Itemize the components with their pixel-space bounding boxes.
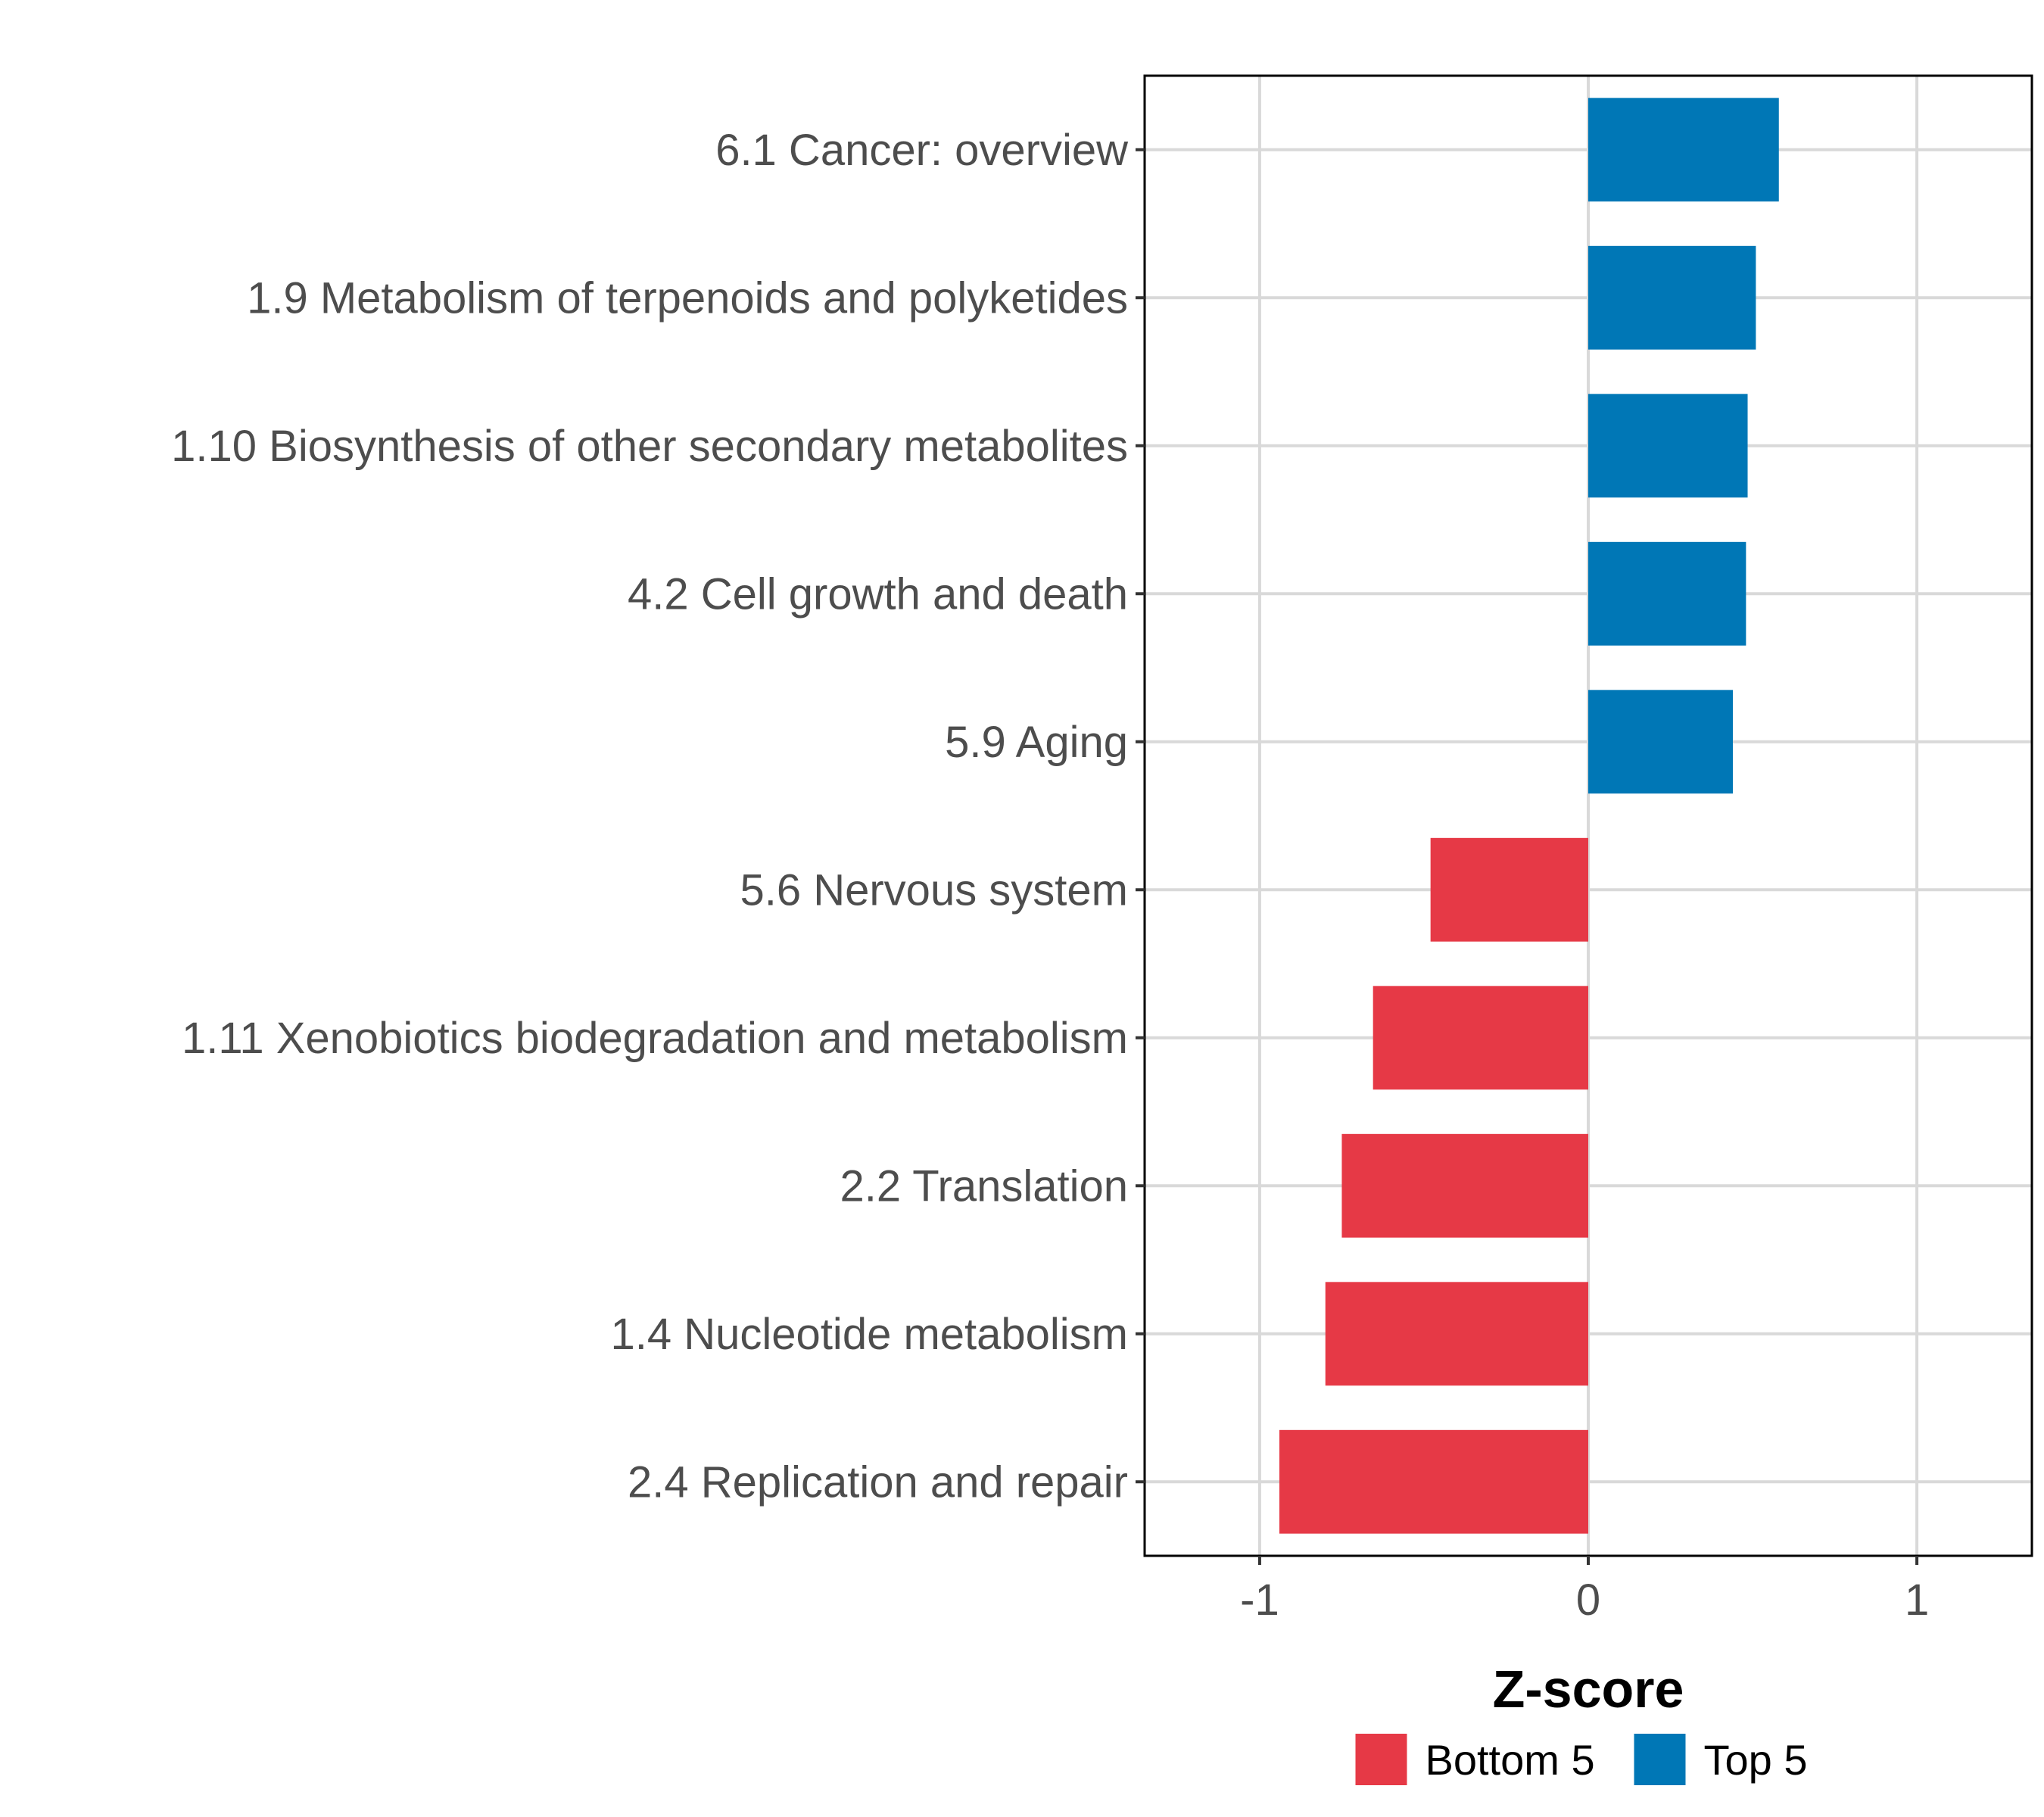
bar (1325, 1282, 1588, 1386)
category-label: 6.1 Cancer: overview (715, 126, 1129, 175)
category-label: 1.11 Xenobiotics biodegradation and meta… (182, 1014, 1128, 1063)
category-label: 5.9 Aging (945, 718, 1128, 767)
axis-layer: 6.1 Cancer: overview 1.9 Metabolism of te… (171, 126, 1929, 1625)
legend-key (1634, 1734, 1686, 1785)
legend-label: Top 5 (1704, 1736, 1808, 1784)
legend-key (1355, 1734, 1407, 1785)
bar (1588, 541, 1746, 646)
x-tick-label: -1 (1240, 1575, 1279, 1625)
x-axis-title: Z-score (1493, 1660, 1684, 1719)
legend-label: Bottom 5 (1426, 1736, 1595, 1784)
bar (1373, 986, 1588, 1090)
bar (1588, 98, 1779, 202)
x-tick-label: 0 (1576, 1575, 1600, 1625)
bar (1279, 1429, 1588, 1534)
category-label: 5.6 Nervous system (740, 865, 1128, 915)
bar (1588, 394, 1748, 498)
x-tick-label: 1 (1905, 1575, 1929, 1625)
category-label: 1.9 Metabolism of terpenoids and polyket… (247, 273, 1128, 323)
category-label: 1.10 Biosynthesis of other secondary met… (171, 422, 1128, 471)
bar (1588, 245, 1756, 350)
bar (1588, 690, 1733, 794)
bar (1430, 837, 1588, 942)
category-label: 2.4 Replication and repair (628, 1457, 1128, 1507)
bar (1341, 1133, 1588, 1238)
category-label: 4.2 Cell growth and death (628, 569, 1128, 619)
bar-layer (1279, 98, 1779, 1534)
category-label: 2.2 Translation (840, 1161, 1128, 1211)
legend: Bottom 5 Top 5 (1355, 1734, 1808, 1785)
category-label: 1.4 Nucleotide metabolism (611, 1310, 1128, 1359)
